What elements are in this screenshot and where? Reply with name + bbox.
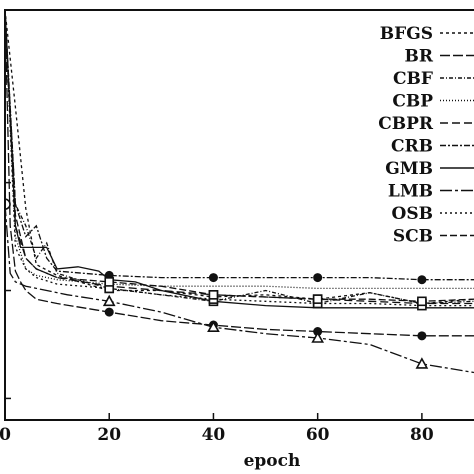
point-scb-40 <box>208 290 219 300</box>
point-lmb-80 <box>415 357 429 369</box>
point-scb-60 <box>312 294 323 304</box>
point-br-80 <box>417 331 427 341</box>
point-lmb-40 <box>207 320 220 333</box>
series-line-cbpr <box>5 10 474 305</box>
point-lmb-60 <box>311 331 325 343</box>
legend-label-cbf: CBF <box>393 69 433 89</box>
x-tick-label-80: 80 <box>410 425 434 445</box>
legend-label-osb: OSB <box>392 204 433 224</box>
series-line-osb <box>5 10 474 307</box>
x-tick-label-60: 60 <box>306 425 330 445</box>
point-scb-80 <box>417 296 427 307</box>
legend-label-gmb: GMB <box>385 159 433 179</box>
point-crb-40 <box>208 273 218 283</box>
legend-label-bfgs: BFGS <box>380 24 433 44</box>
series-line-gmb <box>5 10 474 309</box>
legend-label-br: BR <box>405 47 434 67</box>
origin-marker <box>5 198 11 211</box>
legend-label-lmb: LMB <box>388 182 433 202</box>
point-br-20 <box>104 307 114 317</box>
series-line-scb <box>5 10 474 302</box>
series-line-crb <box>5 10 474 281</box>
point-lmb-20 <box>102 294 116 307</box>
point-crb-60 <box>313 273 323 283</box>
series-line-lmb <box>5 204 474 374</box>
x-tick-label-20: 20 <box>97 425 121 445</box>
legend-label-crb: CRB <box>391 137 433 157</box>
x-tick-label-40: 40 <box>202 425 226 445</box>
legend-label-scb: SCB <box>393 227 433 247</box>
y-axis-ticks <box>5 181 11 400</box>
plot-markers-group <box>5 198 429 369</box>
plot-frame <box>4 9 474 421</box>
legend-label-cbpr: CBPR <box>378 114 434 134</box>
point-scb-20 <box>104 277 115 287</box>
x-tick-label-0: 0 <box>0 425 11 445</box>
point-crb-80 <box>417 275 427 285</box>
legend-label-cbp: CBP <box>392 92 433 112</box>
x-axis-ticks: 0 20 40 60 80 <box>0 413 434 445</box>
x-axis-label: epoch <box>244 451 301 471</box>
legend-background <box>378 16 474 246</box>
